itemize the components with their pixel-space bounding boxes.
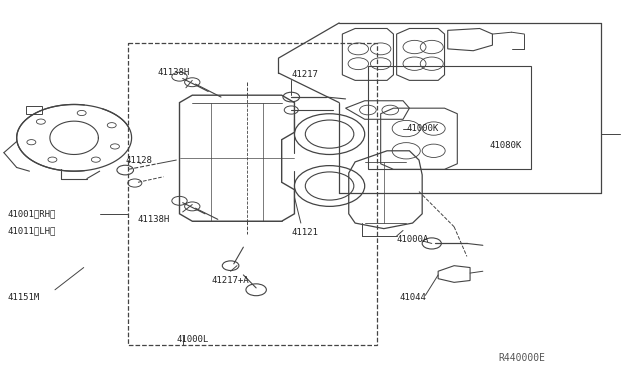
Text: 41138H: 41138H <box>157 68 189 77</box>
Text: 41217: 41217 <box>291 70 318 79</box>
Bar <box>368 65 531 169</box>
Text: 41000L: 41000L <box>176 335 209 344</box>
Text: 41217+A: 41217+A <box>211 276 249 285</box>
Text: 41121: 41121 <box>291 228 318 237</box>
Text: 41001〈RH〉: 41001〈RH〉 <box>7 209 56 218</box>
Text: 41128: 41128 <box>125 155 152 164</box>
Text: 41151M: 41151M <box>7 293 39 302</box>
Text: 41000A: 41000A <box>397 235 429 244</box>
Text: R440000E: R440000E <box>499 353 546 363</box>
Bar <box>129 43 378 345</box>
Text: 41080K: 41080K <box>489 141 522 150</box>
Text: 41000K: 41000K <box>406 124 438 133</box>
Text: 41138H: 41138H <box>138 215 170 224</box>
Text: 41011〈LH〉: 41011〈LH〉 <box>7 226 56 235</box>
Text: 41044: 41044 <box>400 293 427 302</box>
